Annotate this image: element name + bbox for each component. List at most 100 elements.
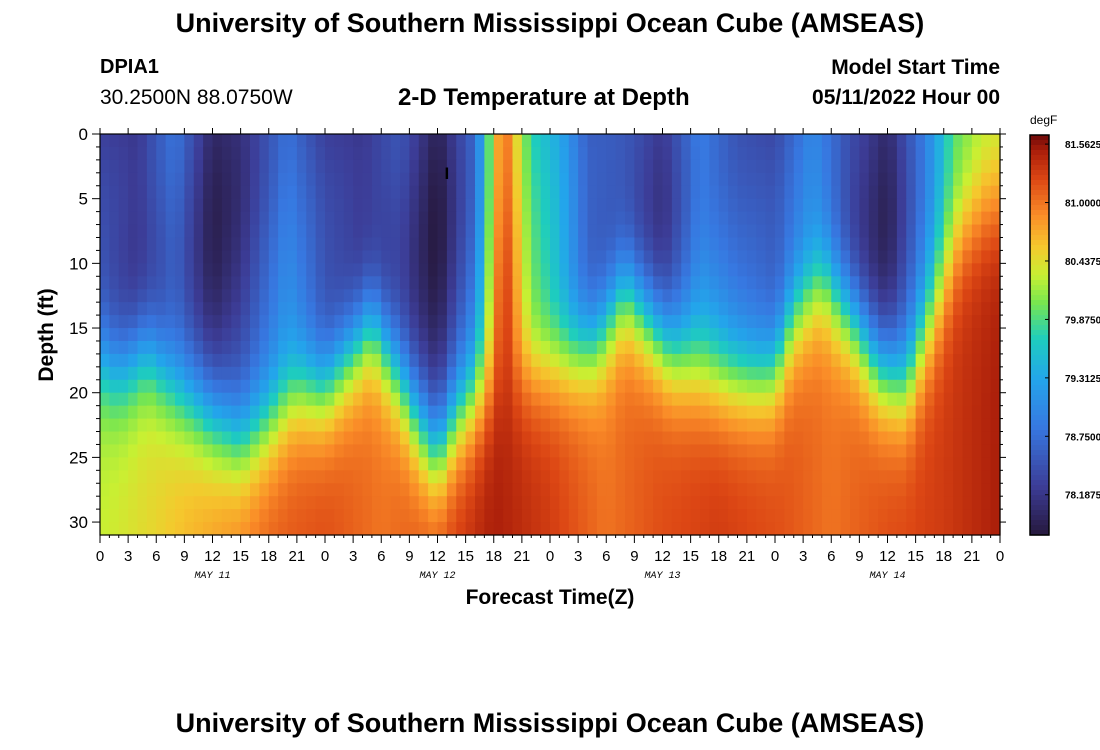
heatmap-cell bbox=[718, 211, 729, 226]
heatmap-cell bbox=[531, 496, 542, 510]
heatmap-cell bbox=[615, 379, 626, 394]
heatmap-cell bbox=[653, 289, 664, 303]
heatmap-cell bbox=[587, 172, 598, 187]
heatmap-cell bbox=[109, 431, 120, 446]
heatmap-cell bbox=[418, 224, 429, 239]
heatmap-cell bbox=[381, 444, 392, 458]
heatmap-cell bbox=[456, 444, 467, 458]
heatmap-cell bbox=[746, 509, 757, 523]
heatmap-cell bbox=[503, 483, 514, 497]
heatmap-cell bbox=[737, 185, 748, 200]
heatmap-cell bbox=[775, 457, 785, 471]
heatmap-cell bbox=[868, 405, 879, 420]
heatmap-cell bbox=[100, 470, 110, 484]
heatmap-cell bbox=[175, 263, 185, 277]
heatmap-cell bbox=[540, 340, 551, 355]
heatmap-cell bbox=[390, 289, 401, 303]
heatmap-cell bbox=[437, 457, 448, 471]
heatmap-cell bbox=[728, 250, 739, 264]
x-tick-label: 0 bbox=[321, 548, 329, 565]
heatmap-cell bbox=[259, 418, 270, 433]
x-tick-label: 18 bbox=[260, 548, 277, 565]
heatmap-cell bbox=[521, 340, 532, 355]
heatmap-cell bbox=[756, 276, 767, 290]
heatmap-cell bbox=[540, 198, 551, 213]
heatmap-cell bbox=[325, 379, 335, 394]
heatmap-cell bbox=[690, 198, 701, 213]
heatmap-cell bbox=[343, 496, 354, 510]
heatmap-cell bbox=[100, 263, 110, 277]
heatmap-cell bbox=[550, 340, 560, 355]
heatmap-cell bbox=[840, 431, 851, 446]
heatmap-cell bbox=[137, 198, 148, 213]
heatmap-cell bbox=[803, 172, 814, 187]
heatmap-cell bbox=[953, 146, 964, 161]
heatmap-cell bbox=[221, 522, 232, 536]
heatmap-cell bbox=[315, 418, 326, 433]
heatmap-cell bbox=[596, 198, 607, 213]
heatmap-cell bbox=[615, 496, 626, 510]
heatmap-cell bbox=[503, 522, 514, 536]
heatmap-cell bbox=[953, 250, 964, 264]
heatmap-cell bbox=[193, 302, 204, 316]
heatmap-cell bbox=[981, 457, 992, 471]
heatmap-cell bbox=[934, 302, 945, 316]
heatmap-cell bbox=[971, 315, 982, 329]
heatmap-cell bbox=[690, 159, 701, 174]
heatmap-cell bbox=[718, 250, 729, 264]
heatmap-cell bbox=[878, 224, 889, 239]
heatmap-cell bbox=[400, 483, 410, 497]
heatmap-cell bbox=[203, 405, 214, 420]
heatmap-cell bbox=[325, 198, 335, 213]
heatmap-cell bbox=[390, 457, 401, 471]
heatmap-cell bbox=[315, 302, 326, 316]
heatmap-cell bbox=[409, 250, 420, 264]
heatmap-cell bbox=[268, 263, 279, 277]
heatmap-cell bbox=[831, 496, 842, 510]
heatmap-cell bbox=[596, 522, 607, 536]
heatmap-cell bbox=[878, 522, 889, 536]
heatmap-cell bbox=[681, 146, 692, 161]
heatmap-cell bbox=[737, 340, 748, 355]
heatmap-cell bbox=[887, 431, 898, 446]
heatmap-cell bbox=[193, 392, 204, 407]
heatmap-cell bbox=[765, 522, 776, 536]
heatmap-cell bbox=[512, 302, 523, 316]
heatmap-cell bbox=[146, 444, 157, 458]
heatmap-cell bbox=[868, 185, 879, 200]
heatmap-cell bbox=[634, 418, 645, 433]
heatmap-cell bbox=[512, 483, 523, 497]
heatmap-cell bbox=[700, 172, 710, 187]
heatmap-cell bbox=[428, 237, 439, 252]
heatmap-cell bbox=[868, 418, 879, 433]
heatmap-cell bbox=[700, 211, 710, 226]
heatmap-cell bbox=[803, 353, 814, 368]
heatmap-cell bbox=[681, 276, 692, 290]
heatmap-cell bbox=[259, 211, 270, 226]
heatmap-cell bbox=[690, 185, 701, 200]
heatmap-cell bbox=[625, 211, 635, 226]
heatmap-cell bbox=[765, 302, 776, 316]
heatmap-cell bbox=[371, 224, 382, 239]
heatmap-cell bbox=[625, 276, 635, 290]
heatmap-cell bbox=[634, 496, 645, 510]
heatmap-cell bbox=[643, 159, 654, 174]
heatmap-cell bbox=[671, 159, 682, 174]
heatmap-cell bbox=[878, 276, 889, 290]
heatmap-cell bbox=[756, 522, 767, 536]
heatmap-cell bbox=[259, 146, 270, 161]
heatmap-cell bbox=[925, 198, 935, 213]
heatmap-cell bbox=[971, 444, 982, 458]
heatmap-cell bbox=[137, 496, 148, 510]
heatmap-cell bbox=[100, 457, 110, 471]
heatmap-cell bbox=[775, 509, 785, 523]
heatmap-cell bbox=[446, 328, 457, 342]
heatmap-cell bbox=[156, 457, 167, 471]
heatmap-cell bbox=[850, 172, 860, 187]
heatmap-cell bbox=[306, 289, 317, 303]
heatmap-cell bbox=[493, 198, 504, 213]
heatmap-cell bbox=[128, 185, 139, 200]
heatmap-cell bbox=[906, 237, 917, 252]
heatmap-cell bbox=[268, 366, 279, 381]
heatmap-cell bbox=[456, 366, 467, 381]
